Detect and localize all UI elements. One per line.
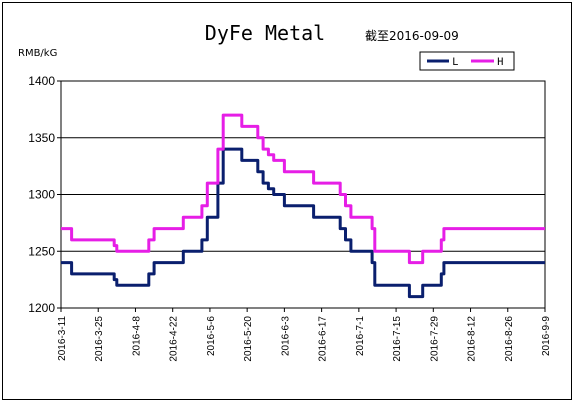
y-axis-ticks: 1200 1250 1300 1350 1400 <box>28 74 61 315</box>
y-tick-label: 1400 <box>28 74 55 88</box>
x-tick-label: 2016-7-1 <box>355 316 366 356</box>
legend-box <box>419 51 515 71</box>
x-tick-label: 2016-3-11 <box>57 316 68 361</box>
chart-subtitle: 截至2016-09-09 <box>365 29 459 43</box>
x-tick-label: 2016-6-3 <box>280 316 291 356</box>
y-tick-label: 1250 <box>28 244 55 258</box>
series-lines <box>61 113 545 299</box>
x-tick-label: 2016-5-6 <box>206 316 217 356</box>
chart-svg: DyFe Metal 截至2016-09-09 RMB/kG 120012501… <box>18 21 552 362</box>
x-tick-label: 2016-6-17 <box>318 316 329 362</box>
x-tick-label: 2016-7-15 <box>392 316 403 362</box>
x-axis-ticks: 2016-3-11 2016-3-25 2016-4-8 2016-4-22 2016-… <box>57 308 552 362</box>
x-tick-label: 2016-9-9 <box>541 316 552 356</box>
legend-label-h: H <box>497 57 504 69</box>
y-tick-label: 1300 <box>28 188 55 202</box>
x-tick-label: 2016-8-12 <box>467 316 478 362</box>
x-tick-label: 2016-7-29 <box>429 316 440 362</box>
x-tick-label: 2016-3-25 <box>94 316 105 362</box>
series-line-h <box>61 113 545 265</box>
x-tick-label: 2016-4-8 <box>131 316 142 356</box>
legend-label-l: L <box>452 57 459 69</box>
legend: L H <box>419 51 515 71</box>
y-tick-label: 1350 <box>28 131 55 145</box>
x-tick-label: 2016-8-26 <box>504 316 515 362</box>
y-tick-label: 1200 <box>28 301 55 315</box>
chart-title: DyFe Metal <box>205 21 325 45</box>
series-line-l <box>61 147 545 299</box>
x-tick-label: 2016-5-20 <box>243 316 254 362</box>
x-tick-label: 2016-4-22 <box>169 316 180 362</box>
chart-frame: DyFe Metal 截至2016-09-09 RMB/kG 1200 1250 1… <box>2 2 572 400</box>
y-axis-label: RMB/kG <box>18 48 57 59</box>
